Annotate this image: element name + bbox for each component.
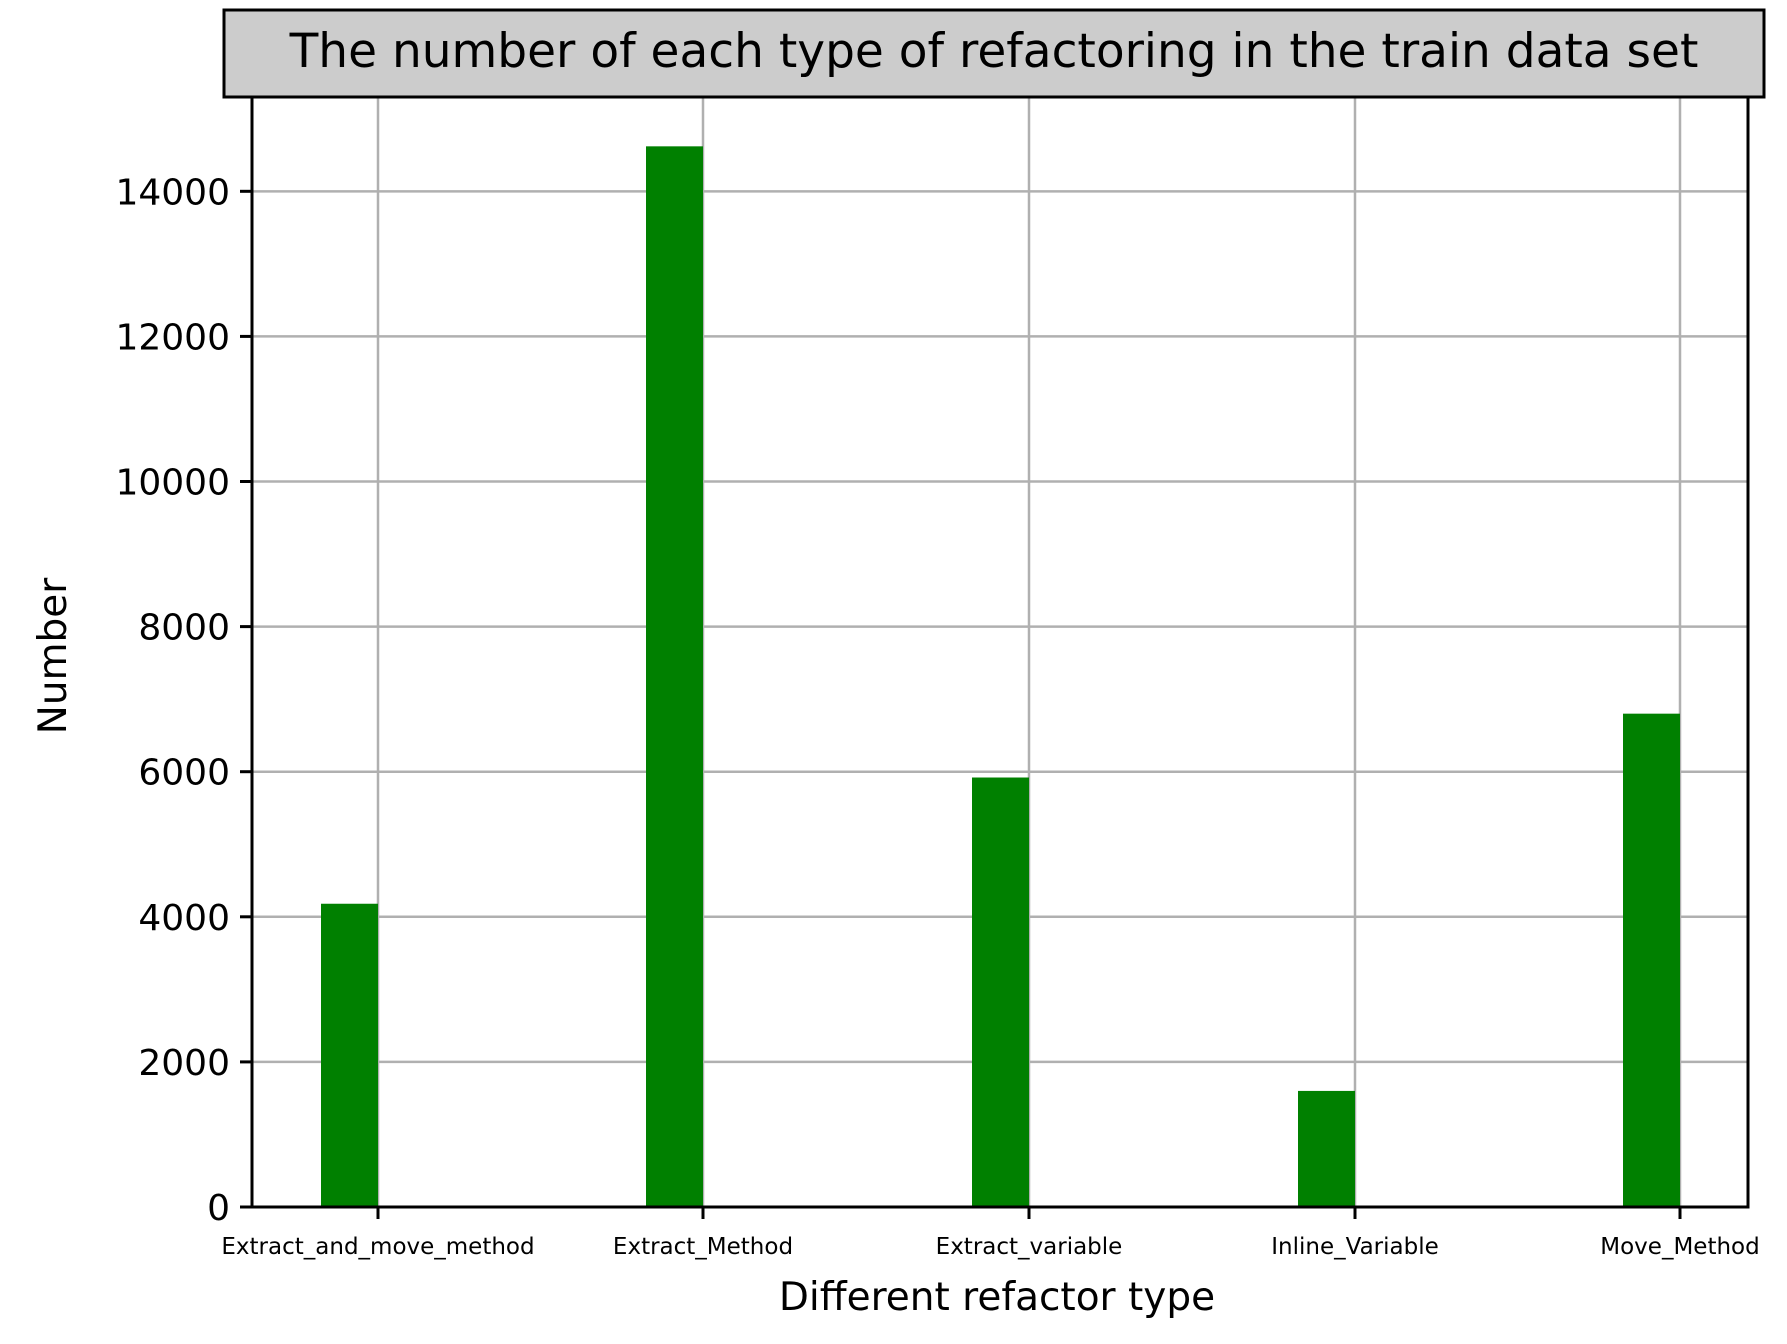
y-tick-label: 14000 xyxy=(115,172,230,213)
bar-extract-method xyxy=(646,146,703,1207)
y-tick-label: 12000 xyxy=(115,317,230,358)
y-tick-label: 2000 xyxy=(138,1043,230,1084)
chart-title-text: The number of each type of refactoring i… xyxy=(289,24,1699,79)
x-tick-label: Extract_variable xyxy=(936,1234,1123,1260)
y-tick-label: 0 xyxy=(207,1188,230,1229)
x-axis-ticks: Extract_and_move_method Extract_Method Ext… xyxy=(221,1207,1760,1260)
x-tick-label: Inline_Variable xyxy=(1271,1234,1439,1260)
x-tick-label: Extract_and_move_method xyxy=(221,1234,534,1260)
y-tick-label: 10000 xyxy=(115,463,230,504)
chart-title: The number of each type of refactoring i… xyxy=(222,8,1766,99)
bar-extract-and-move-method xyxy=(321,903,378,1207)
y-tick-label: 4000 xyxy=(138,898,230,939)
x-tick-label: Move_Method xyxy=(1600,1234,1759,1260)
y-tick-label: 8000 xyxy=(138,608,230,649)
bar-move-method xyxy=(1623,713,1680,1207)
x-tick-label: Extract_Method xyxy=(613,1234,793,1260)
x-axis-label: Different refactor type xyxy=(779,1275,1215,1320)
bar-inline-variable xyxy=(1298,1090,1355,1207)
y-axis-label: Number xyxy=(31,577,76,735)
bars xyxy=(321,146,1680,1207)
y-axis-ticks: 0 2000 4000 6000 8000 10000 12000 14000 xyxy=(115,172,252,1229)
bar-extract-variable xyxy=(972,777,1029,1207)
y-tick-label: 6000 xyxy=(138,753,230,794)
title-box xyxy=(222,8,1766,99)
